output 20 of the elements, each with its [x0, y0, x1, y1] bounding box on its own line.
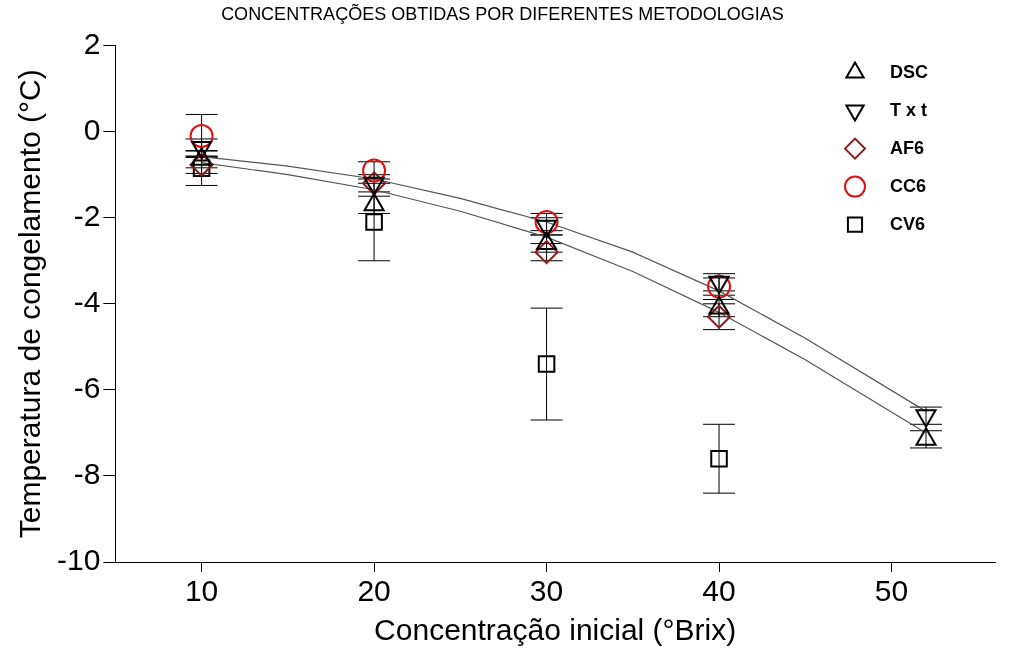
x-tick-label: 50 — [874, 574, 909, 608]
y-tick-label: -6 — [73, 371, 101, 405]
y-tick-label: -4 — [73, 285, 101, 319]
legend-label: DSC — [890, 61, 929, 82]
y-tick-label: -10 — [57, 543, 101, 577]
y-tick-label: 0 — [83, 112, 101, 146]
x-tick-label: 10 — [184, 574, 219, 608]
y-tick-label: 2 — [83, 26, 101, 60]
y-tick-label: -2 — [73, 199, 101, 232]
x-tick-label: 30 — [529, 574, 564, 608]
legend-label: T x t — [890, 99, 928, 120]
legend-label: CV6 — [890, 213, 926, 234]
x-tick-label: 40 — [702, 574, 736, 608]
chart-title: CONCENTRAÇÕES OBTIDAS POR DIFERENTES METODOLOGIAS — [221, 2, 784, 24]
x-tick-label: 20 — [357, 574, 391, 608]
legend-label: AF6 — [890, 137, 925, 158]
y-tick-label: -8 — [73, 457, 101, 491]
x-axis-title: Concentração inicial (°Brix) — [374, 613, 737, 647]
y-axis-title: Temperatura de congelamento (°C) — [13, 69, 47, 539]
legend-label: CC6 — [890, 175, 927, 196]
